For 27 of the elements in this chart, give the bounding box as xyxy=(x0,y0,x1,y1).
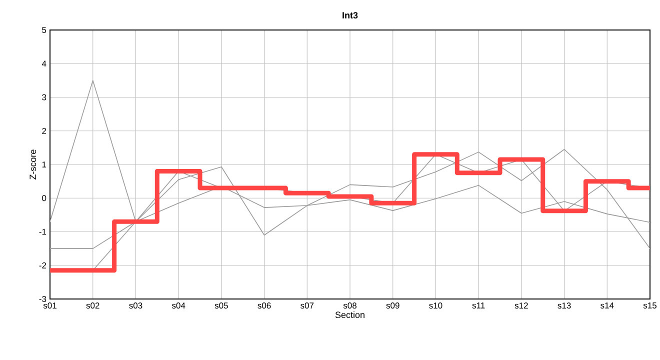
x-tick-label: s02 xyxy=(86,302,100,309)
x-tick-label: s11 xyxy=(472,302,485,308)
x-tick-label: s12 xyxy=(514,302,528,309)
x-tick-label: s10 xyxy=(429,302,442,309)
x-tick-label: s06 xyxy=(258,302,271,309)
y-tick-label: 5 xyxy=(42,27,46,33)
y-tick-label: 2 xyxy=(42,128,46,134)
x-tick-label: s15 xyxy=(643,302,657,308)
x-tick-label: s04 xyxy=(172,302,186,309)
y-tick-label: -3 xyxy=(39,296,46,302)
x-tick-label: s14 xyxy=(600,302,614,308)
x-tick-label: s13 xyxy=(558,302,571,309)
x-axis-title: Section xyxy=(335,311,364,318)
x-tick-label: s03 xyxy=(129,302,142,309)
y-axis-title: Z-score xyxy=(30,150,36,180)
x-tick-label: s09 xyxy=(386,302,400,309)
x-tick-label: s08 xyxy=(343,302,356,309)
chart-title: Int3 xyxy=(342,12,358,18)
y-tick-label: -1 xyxy=(39,228,46,235)
y-tick-label: -2 xyxy=(39,262,46,268)
y-tick-label: 0 xyxy=(42,195,46,202)
y-tick-label: 3 xyxy=(42,94,46,100)
x-tick-label: s01 xyxy=(43,302,56,309)
y-tick-label: 1 xyxy=(42,162,46,168)
y-tick-label: 4 xyxy=(42,60,46,67)
x-tick-label: s05 xyxy=(214,302,228,309)
x-tick-label: s07 xyxy=(300,302,314,309)
